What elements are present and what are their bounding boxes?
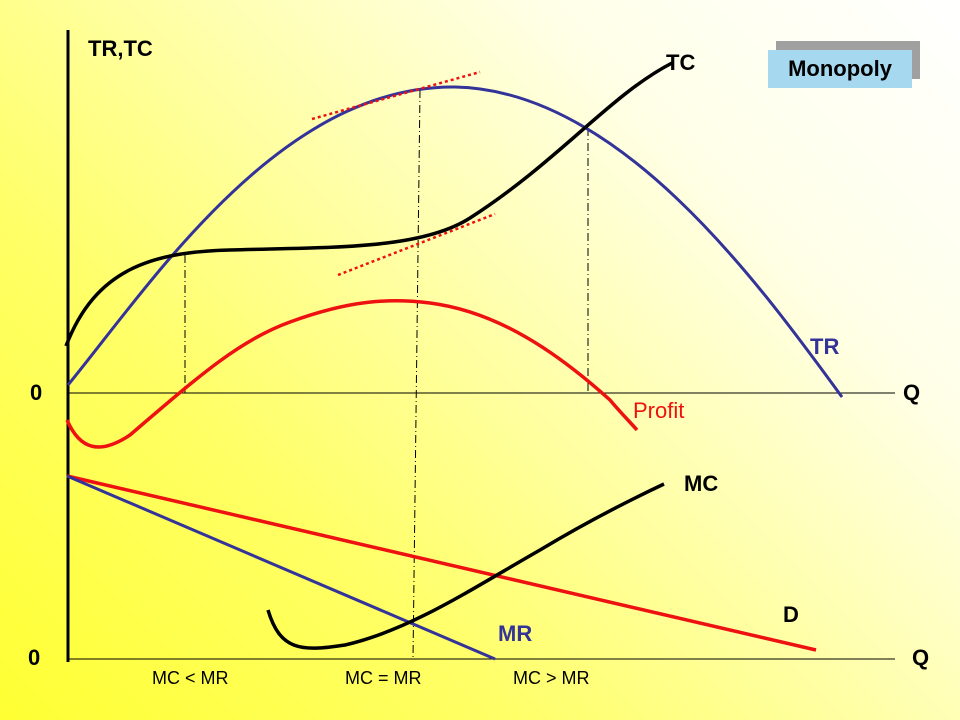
origin-top-label: 0 <box>30 380 43 405</box>
mc-curve <box>266 482 665 650</box>
tr-curve <box>66 85 844 398</box>
guide-line-mc-equals-mr <box>412 89 421 660</box>
mr-label: MR <box>498 621 533 646</box>
tr-label: TR <box>810 334 840 359</box>
q-top-label: Q <box>903 380 921 405</box>
tangent-line-tc <box>337 212 496 277</box>
condition-mc-less-mr: MC < MR <box>152 668 229 688</box>
tc-label: TC <box>666 50 696 75</box>
condition-mc-equals-mr: MC = MR <box>345 668 422 688</box>
monopoly-badge: Monopoly <box>768 50 912 88</box>
tc-curve <box>64 61 673 347</box>
mc-label: MC <box>684 471 719 496</box>
origin-bottom-label: 0 <box>28 645 41 670</box>
condition-mc-greater-mr: MC > MR <box>513 668 590 688</box>
demand-line <box>66 474 817 652</box>
d-label: D <box>783 602 799 627</box>
profit-curve <box>65 299 639 449</box>
mr-line <box>66 474 496 661</box>
tangent-line-tr <box>311 70 481 121</box>
y-axis-label: TR,TC <box>88 36 153 61</box>
profit-label: Profit <box>633 398 685 423</box>
q-bottom-label: Q <box>912 645 930 670</box>
